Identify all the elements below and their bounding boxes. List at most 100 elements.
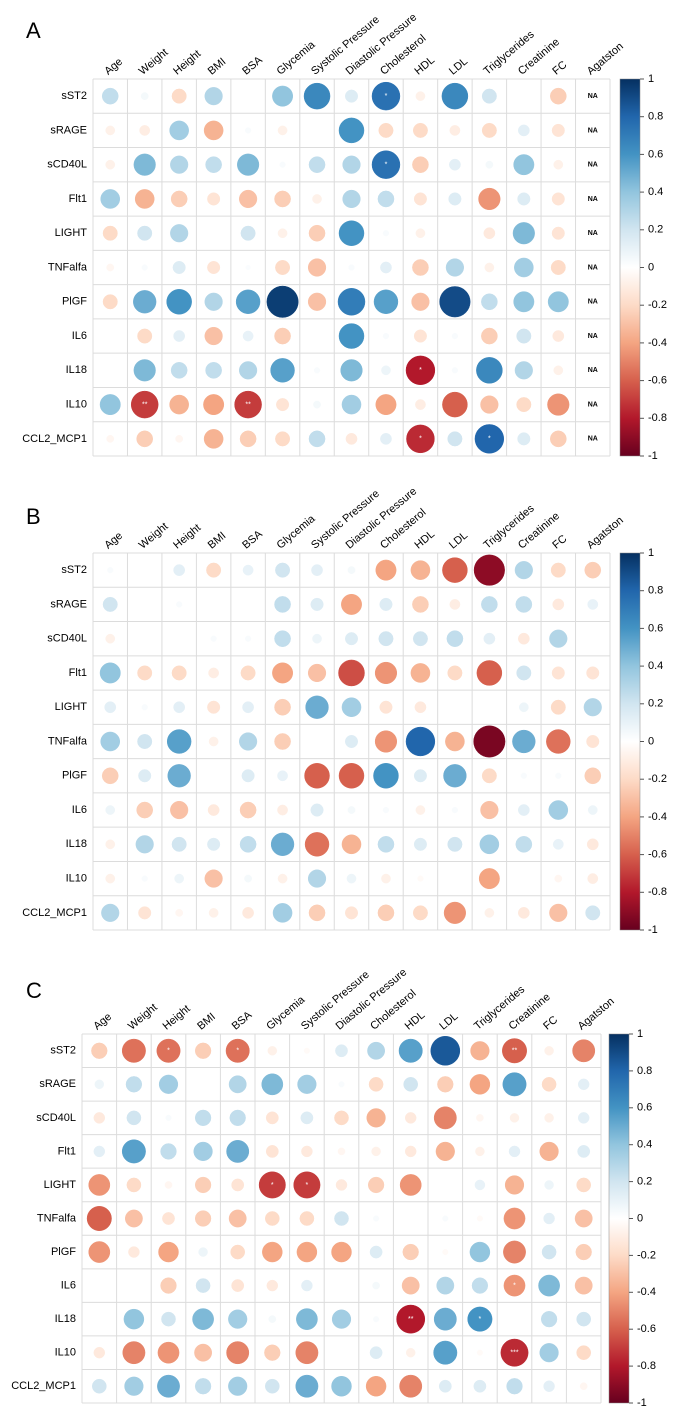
colorbar-tick-label: -0.6 — [648, 849, 667, 861]
corr-circle — [442, 557, 468, 583]
corr-circle — [517, 192, 531, 206]
corr-circle — [228, 1376, 248, 1396]
corr-circle — [242, 330, 254, 342]
corr-circle — [378, 631, 394, 647]
corr-circle — [167, 764, 191, 788]
corr-circle — [406, 424, 435, 454]
column-label: Age — [91, 1011, 114, 1033]
corr-circle — [268, 1315, 277, 1323]
corr-circle — [206, 562, 222, 578]
corr-circle — [105, 159, 116, 170]
colorbar-tick-label: -0.8 — [648, 412, 667, 424]
corr-circle — [331, 1309, 352, 1329]
corr-circle — [272, 903, 293, 923]
corr-circle — [239, 361, 258, 380]
corr-circle — [469, 1241, 491, 1263]
corr-circle — [544, 1180, 554, 1190]
column-label: Agatston — [585, 40, 626, 77]
corr-circle — [160, 1277, 177, 1294]
corr-circle — [303, 1047, 310, 1054]
corr-circle — [347, 566, 356, 574]
corr-circle — [241, 769, 255, 783]
corr-circle — [417, 875, 424, 882]
colorbar-tick-label: -1 — [637, 1397, 647, 1409]
corr-circle — [345, 906, 358, 920]
corr-circle — [512, 729, 536, 754]
corr-circle — [446, 630, 464, 647]
corr-circle — [373, 289, 399, 314]
corr-circle — [104, 701, 117, 714]
corr-circle — [575, 1243, 592, 1261]
corr-circle — [242, 701, 254, 714]
corr-circle — [548, 800, 569, 820]
corr-circle — [586, 666, 600, 680]
corr-circle — [404, 1145, 417, 1158]
column-label: FC — [550, 59, 569, 78]
colorbar-tick-label: 0.8 — [637, 1065, 652, 1077]
corr-circle — [166, 729, 192, 754]
corr-circle — [141, 264, 148, 271]
corr-circle — [264, 1211, 280, 1226]
row-label: PlGF — [62, 296, 87, 308]
row-label: TNFalfa — [48, 261, 88, 273]
significance-label: * — [236, 1048, 239, 1055]
corr-circle — [502, 1038, 527, 1064]
corr-circle — [476, 1215, 483, 1222]
corr-circle — [194, 1109, 212, 1126]
corr-circle — [553, 365, 564, 376]
corr-circle — [274, 733, 291, 750]
corr-circle — [340, 359, 363, 382]
corr-circle — [577, 1078, 590, 1091]
corr-circle — [138, 906, 152, 920]
significance-label: * — [385, 162, 388, 169]
panel-label: C — [26, 978, 42, 1003]
corr-circle — [125, 1076, 143, 1093]
corr-circle — [516, 328, 532, 344]
corr-circle — [411, 292, 430, 311]
column-label: HDL — [413, 528, 438, 551]
corr-circle — [544, 1113, 554, 1123]
corr-circle — [341, 394, 362, 415]
corr-circle — [412, 631, 428, 647]
column-label: BMI — [195, 1011, 218, 1033]
colorbar-tick-label: 0 — [648, 261, 654, 273]
corr-circle — [514, 257, 534, 278]
corr-circle — [413, 837, 427, 851]
significance-label: * — [271, 1182, 274, 1189]
corr-circle — [374, 661, 398, 685]
corr-circle — [239, 801, 257, 819]
corr-circle — [126, 1110, 142, 1126]
corr-circle — [266, 285, 299, 318]
colorbar — [619, 78, 641, 457]
corr-circle — [194, 1210, 212, 1227]
na-label: NA — [588, 196, 598, 203]
colorbar-tick-label: 0.2 — [648, 698, 663, 710]
corr-circle — [380, 433, 392, 445]
corr-circle — [173, 701, 185, 714]
corr-circle — [437, 1076, 454, 1093]
corr-circle — [577, 1145, 591, 1158]
corr-circle — [500, 1338, 529, 1367]
corr-circle — [245, 264, 251, 271]
corr-circle — [310, 597, 324, 611]
corr-circle — [377, 836, 395, 853]
corr-circle — [371, 150, 401, 179]
corr-circle — [265, 1111, 279, 1125]
corr-circle — [476, 1114, 484, 1122]
corr-circle — [516, 397, 532, 413]
row-label: sCD40L — [47, 633, 87, 645]
column-label: BSA — [240, 528, 265, 552]
corr-circle — [228, 1309, 248, 1329]
corr-circle — [195, 1278, 211, 1293]
corr-circle — [128, 1246, 140, 1258]
corr-circle — [334, 1110, 349, 1126]
corr-circle — [160, 1143, 177, 1160]
corr-circle — [518, 907, 530, 919]
corr-circle — [433, 1307, 457, 1331]
corr-circle — [549, 629, 568, 648]
corr-circle — [379, 597, 393, 611]
colorbar-tick-label: -1 — [648, 450, 658, 462]
significance-label: * — [385, 93, 388, 100]
corr-circle — [304, 763, 330, 789]
corr-circle — [194, 1343, 212, 1362]
